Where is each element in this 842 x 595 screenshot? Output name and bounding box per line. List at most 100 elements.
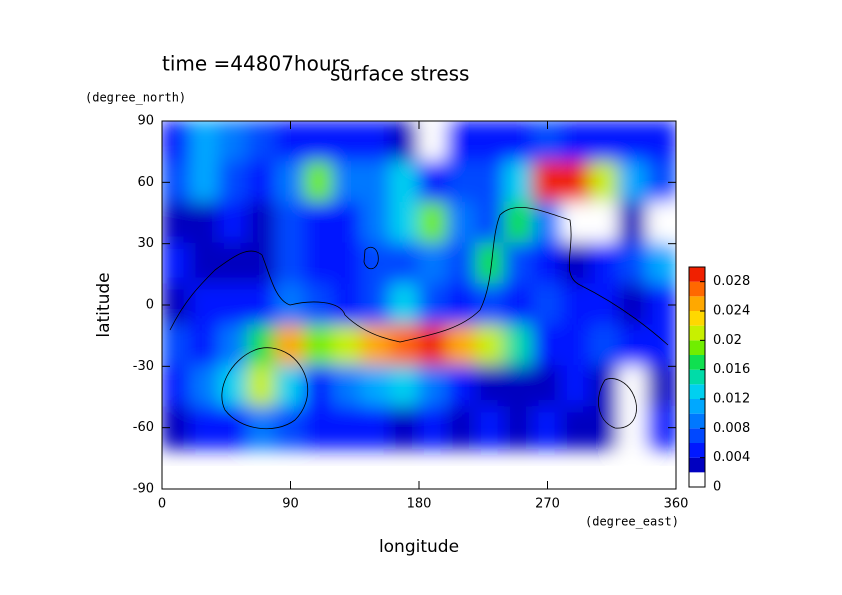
contour-cell <box>162 324 192 368</box>
contour-cell <box>617 242 649 286</box>
contour-cell <box>503 121 535 163</box>
contour-cell <box>475 365 506 409</box>
contour-cell <box>646 324 676 368</box>
contour-cell <box>360 365 392 409</box>
contour-cell <box>617 121 649 163</box>
contour-cell <box>218 160 249 204</box>
contour-cell <box>446 242 478 286</box>
contour-cell <box>303 121 335 163</box>
contour-cell <box>332 365 363 409</box>
colorbar-swatch <box>689 296 705 311</box>
contour-cell <box>532 201 563 245</box>
contour-cell <box>275 242 306 286</box>
contour-cell <box>617 160 649 204</box>
y-tick-label: -60 <box>133 420 154 435</box>
contour-cell <box>275 160 306 204</box>
colorbar-tick-label: 0.024 <box>713 304 750 319</box>
contour-cell <box>475 406 506 450</box>
x-tick-label: 180 <box>407 497 432 512</box>
contour-cell <box>589 365 620 409</box>
y-unit: (degree_north) <box>85 91 186 105</box>
colorbar-swatch <box>689 281 705 297</box>
contour-cell <box>503 324 535 368</box>
coastline <box>598 378 637 429</box>
contour-cell <box>418 365 449 409</box>
contour-cell <box>389 365 420 409</box>
contour-cell <box>303 406 335 450</box>
contour-cell <box>475 160 506 204</box>
contour-cell <box>560 121 592 163</box>
colorbar-tick-label: 0.016 <box>713 362 750 377</box>
contour-cell <box>446 160 478 204</box>
contour-cell <box>446 283 478 327</box>
contour-cell <box>646 242 676 286</box>
contour-cell <box>389 121 420 163</box>
contour-cell <box>475 201 506 245</box>
colorbar-tick-label: 0.012 <box>713 392 750 407</box>
contour-cell <box>218 406 249 450</box>
contour-cell <box>646 121 676 163</box>
contour-cell <box>532 160 563 204</box>
y-tick-label: 30 <box>137 236 154 251</box>
contour-cell <box>275 365 306 409</box>
contour-cell <box>589 324 620 368</box>
contour-cell <box>475 324 506 368</box>
contour-cell <box>332 242 363 286</box>
contour-cell <box>303 365 335 409</box>
colorbar-tick-label: 0.02 <box>713 333 742 348</box>
contour-cell <box>446 324 478 368</box>
contour-cell <box>360 283 392 327</box>
contour-cell <box>332 121 363 163</box>
contour-cell <box>303 242 335 286</box>
contour-cell <box>560 406 592 450</box>
contour-cell <box>532 406 563 450</box>
contour-cell <box>275 201 306 245</box>
contour-cell <box>446 406 478 450</box>
contour-cell <box>360 121 392 163</box>
contour-cell <box>646 201 676 245</box>
contour-cell <box>532 365 563 409</box>
colorbar-frame <box>688 266 706 488</box>
contour-cell <box>503 242 535 286</box>
colorbar-swatch <box>689 428 705 443</box>
contour-cell <box>162 242 192 286</box>
contour-cell <box>560 201 592 245</box>
contour-cell <box>332 406 363 450</box>
contour-cell <box>162 201 192 245</box>
colorbar-tick-label: 0.028 <box>713 274 750 289</box>
contour-cell <box>532 283 563 327</box>
contour-cell <box>475 121 506 163</box>
contour-cell <box>418 283 449 327</box>
y-tick-label: -30 <box>133 359 154 374</box>
y-tick-label: 0 <box>146 298 154 313</box>
contour-cell <box>218 121 249 163</box>
colorbar-swatch <box>689 457 705 473</box>
contour-cell <box>218 324 249 368</box>
chart-title: surface stress <box>330 62 469 86</box>
contour-cell <box>646 365 676 409</box>
contour-cell <box>189 283 221 327</box>
contour-cell <box>189 242 221 286</box>
contour-cell <box>189 365 221 409</box>
contour-cell <box>617 201 649 245</box>
contour-cell <box>446 365 478 409</box>
contour-cell <box>360 201 392 245</box>
contour-cell <box>418 242 449 286</box>
contour-cell <box>503 283 535 327</box>
contour-cell <box>475 242 506 286</box>
contour-cell <box>560 324 592 368</box>
contour-cell <box>418 324 449 368</box>
contour-cell <box>503 406 535 450</box>
contour-cell <box>389 406 420 450</box>
colorbar-tick-label: 0.004 <box>713 450 750 465</box>
contour-cell <box>303 201 335 245</box>
colorbar-swatch <box>689 340 705 355</box>
contour-cell <box>560 283 592 327</box>
y-axis-label: latitude <box>94 272 114 337</box>
contour-cell <box>418 160 449 204</box>
contour-cell <box>246 406 278 450</box>
contour-cell <box>189 201 221 245</box>
contour-cell <box>418 406 449 450</box>
contour-cell <box>332 324 363 368</box>
x-tick-label: 270 <box>535 497 560 512</box>
